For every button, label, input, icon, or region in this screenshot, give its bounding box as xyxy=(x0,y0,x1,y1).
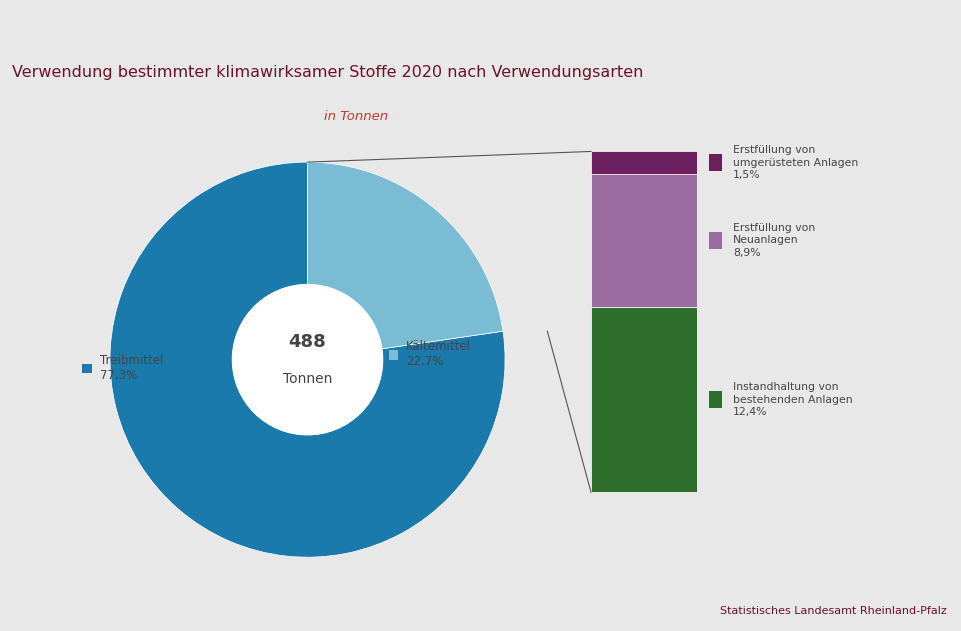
Text: Treibmittel
77,3%: Treibmittel 77,3% xyxy=(100,353,163,382)
Text: Kältemittel
22,7%: Kältemittel 22,7% xyxy=(407,339,471,368)
Bar xyxy=(709,154,723,171)
Bar xyxy=(709,391,723,408)
Text: Verwendung bestimmter klimawirksamer Stoffe 2020 nach Verwendungsarten: Verwendung bestimmter klimawirksamer Sto… xyxy=(12,65,644,80)
Text: Erstfüllung von
Neuanlagen
8,9%: Erstfüllung von Neuanlagen 8,9% xyxy=(733,223,816,257)
Circle shape xyxy=(233,285,382,435)
Text: 488: 488 xyxy=(288,333,327,351)
Text: Tonnen: Tonnen xyxy=(283,372,333,386)
Text: Statistisches Landesamt Rheinland-Pfalz: Statistisches Landesamt Rheinland-Pfalz xyxy=(720,606,947,616)
Text: Instandhaltung von
bestehenden Anlagen
12,4%: Instandhaltung von bestehenden Anlagen 1… xyxy=(733,382,852,417)
Wedge shape xyxy=(110,162,505,557)
Text: Erstfüllung von
umgerüsteten Anlagen
1,5%: Erstfüllung von umgerüsteten Anlagen 1,5… xyxy=(733,145,858,180)
Bar xyxy=(591,307,697,492)
Wedge shape xyxy=(308,162,503,349)
Bar xyxy=(83,363,92,374)
Bar xyxy=(591,151,697,174)
Text: in Tonnen: in Tonnen xyxy=(324,110,387,123)
Bar xyxy=(709,232,723,249)
Bar xyxy=(388,350,399,360)
Bar xyxy=(591,174,697,307)
